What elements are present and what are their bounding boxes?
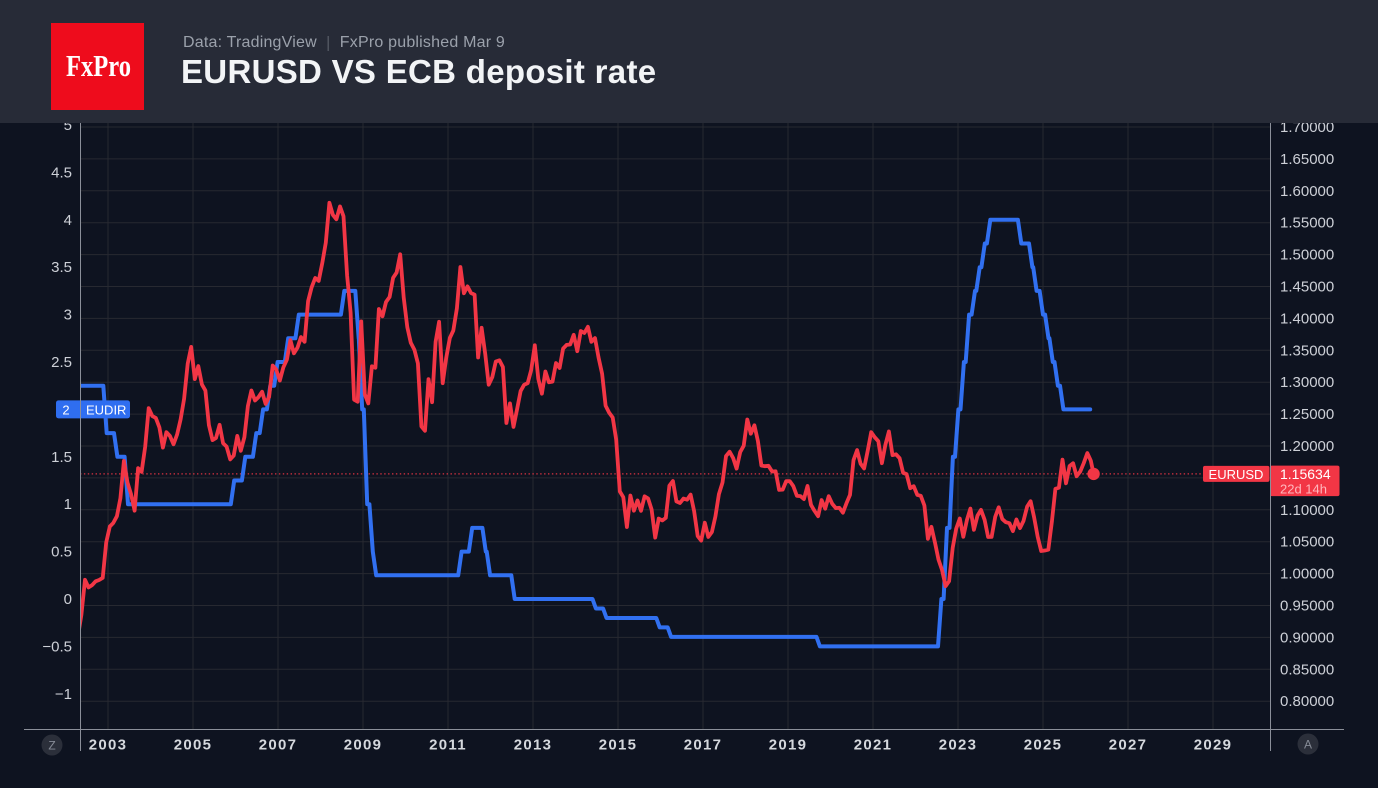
svg-text:Data: TradingView | FxPro pu: Data: TradingView | FxPro published Mar … xyxy=(183,34,505,51)
svg-text:1.5: 1.5 xyxy=(51,449,72,466)
svg-text:4.5: 4.5 xyxy=(51,164,72,181)
svg-text:Z: Z xyxy=(48,739,55,753)
svg-text:EURUSD VS ECB deposit rate: EURUSD VS ECB deposit rate xyxy=(181,53,656,90)
svg-text:22d 14h: 22d 14h xyxy=(1280,481,1327,496)
svg-text:2011: 2011 xyxy=(429,737,467,754)
svg-text:1.65000: 1.65000 xyxy=(1280,151,1334,168)
svg-text:0.90000: 0.90000 xyxy=(1280,629,1334,646)
svg-text:−1: −1 xyxy=(55,686,72,703)
svg-text:5: 5 xyxy=(64,117,72,134)
svg-text:1.10000: 1.10000 xyxy=(1280,502,1334,519)
svg-text:1.00000: 1.00000 xyxy=(1280,566,1334,583)
svg-text:2009: 2009 xyxy=(344,737,383,754)
svg-text:2007: 2007 xyxy=(259,737,298,754)
svg-text:3: 3 xyxy=(64,307,72,324)
svg-text:2023: 2023 xyxy=(939,737,978,754)
svg-text:EURUSD: EURUSD xyxy=(1209,467,1264,482)
svg-text:1.05000: 1.05000 xyxy=(1280,534,1334,551)
svg-text:2005: 2005 xyxy=(174,737,213,754)
svg-text:0.80000: 0.80000 xyxy=(1280,693,1334,710)
svg-text:0: 0 xyxy=(64,591,72,608)
svg-text:−0.5: −0.5 xyxy=(42,638,72,655)
svg-text:2021: 2021 xyxy=(854,737,893,754)
svg-text:EUDIR: EUDIR xyxy=(86,402,126,417)
svg-text:2003: 2003 xyxy=(89,737,128,754)
svg-text:1.45000: 1.45000 xyxy=(1280,279,1334,296)
svg-text:2027: 2027 xyxy=(1109,737,1148,754)
svg-text:1.60000: 1.60000 xyxy=(1280,183,1334,200)
svg-text:4: 4 xyxy=(64,212,72,229)
svg-text:0.85000: 0.85000 xyxy=(1280,661,1334,678)
svg-text:0.5: 0.5 xyxy=(51,544,72,561)
svg-text:2.5: 2.5 xyxy=(51,354,72,371)
svg-text:3.5: 3.5 xyxy=(51,259,72,276)
svg-text:1.70000: 1.70000 xyxy=(1280,119,1334,136)
svg-text:1.30000: 1.30000 xyxy=(1280,374,1334,391)
svg-text:1.25000: 1.25000 xyxy=(1280,406,1334,423)
svg-text:2017: 2017 xyxy=(684,737,723,754)
svg-text:1.35000: 1.35000 xyxy=(1280,342,1334,359)
svg-text:2015: 2015 xyxy=(599,737,638,754)
svg-text:2025: 2025 xyxy=(1024,737,1063,754)
svg-text:1.20000: 1.20000 xyxy=(1280,438,1334,455)
svg-text:A: A xyxy=(1304,738,1312,752)
svg-text:1.40000: 1.40000 xyxy=(1280,310,1334,327)
svg-text:1: 1 xyxy=(64,496,72,513)
svg-text:1.55000: 1.55000 xyxy=(1280,215,1334,232)
svg-text:1.50000: 1.50000 xyxy=(1280,247,1334,264)
svg-text:2: 2 xyxy=(62,402,69,417)
svg-text:FxPro: FxPro xyxy=(66,48,131,83)
svg-text:2019: 2019 xyxy=(769,737,808,754)
svg-text:1.15634: 1.15634 xyxy=(1280,466,1331,482)
svg-text:2029: 2029 xyxy=(1194,737,1233,754)
svg-text:2013: 2013 xyxy=(514,737,553,754)
svg-text:0.95000: 0.95000 xyxy=(1280,598,1334,615)
